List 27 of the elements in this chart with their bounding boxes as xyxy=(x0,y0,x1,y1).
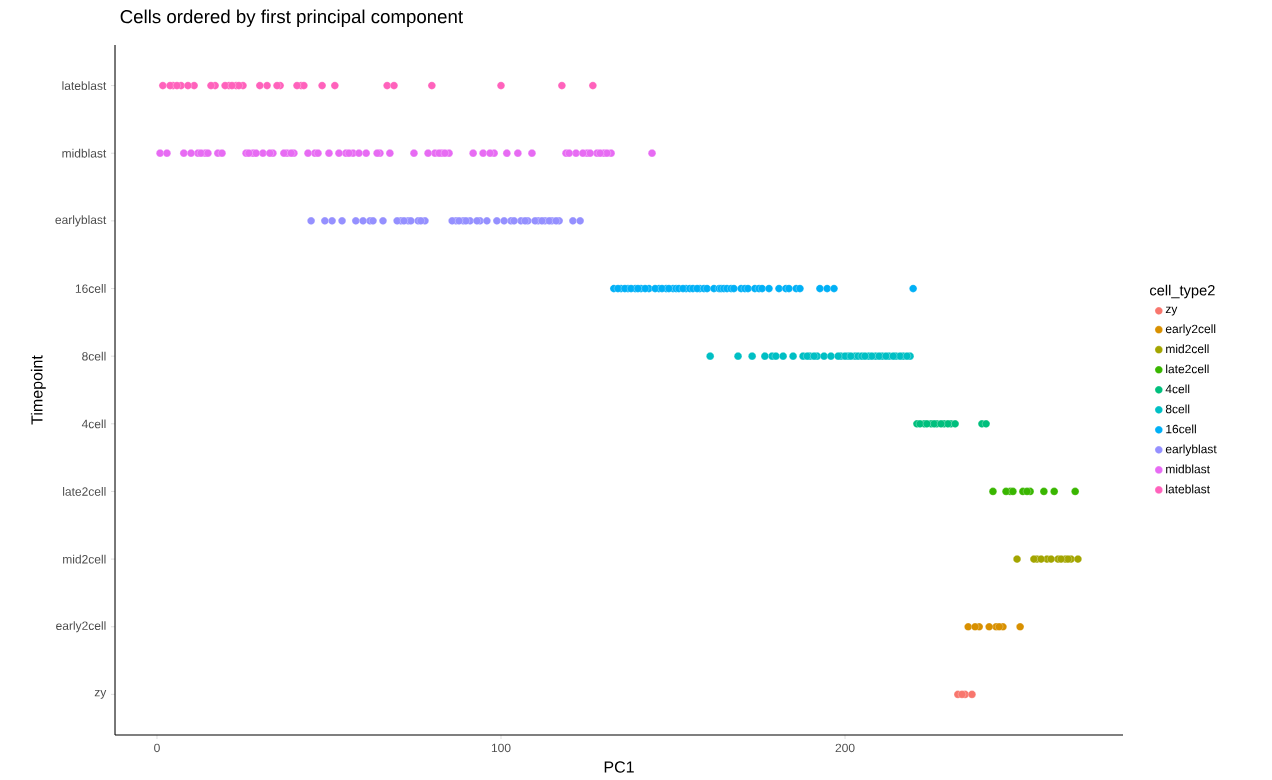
legend-label: earlyblast xyxy=(1165,444,1217,456)
legend-label: lateblast xyxy=(1166,484,1210,494)
y-tick-label: zy xyxy=(94,689,107,699)
legend-label: late2cell xyxy=(1166,364,1209,374)
y-tick-label: 16cell xyxy=(75,284,106,293)
legend-label: 16cell xyxy=(1166,424,1196,434)
legend-label: midblast xyxy=(1166,464,1210,474)
y-tick-label: late2cell xyxy=(63,487,106,496)
legend-label: 4cell xyxy=(1165,384,1190,394)
y-tick-label: midblast xyxy=(62,148,107,158)
legend-label: mid2cell xyxy=(1166,344,1209,354)
y-tick-label: early2cell xyxy=(56,621,106,633)
x-tick-label: 0 xyxy=(154,743,160,753)
legend-label: early2cell xyxy=(1165,324,1216,336)
chart-title: Cells ordered by first principal component xyxy=(120,9,463,27)
x-tick-label: 200 xyxy=(835,743,855,753)
x-axis-title: PC1 xyxy=(604,761,634,773)
y-tick-label: 8cell xyxy=(82,351,106,361)
y-axis-title: Timepoint xyxy=(30,355,46,425)
x-tick-label: 100 xyxy=(491,743,511,753)
legend-label: 8cell xyxy=(1165,404,1190,414)
y-tick-label: lateblast xyxy=(62,81,107,90)
y-tick-label: mid2cell xyxy=(63,554,106,564)
legend-label: zy xyxy=(1165,306,1178,316)
y-tick-label: 4cell xyxy=(81,419,106,429)
legend-title: cell_type2 xyxy=(1149,284,1215,299)
y-tick-label: earlyblast xyxy=(55,215,107,227)
